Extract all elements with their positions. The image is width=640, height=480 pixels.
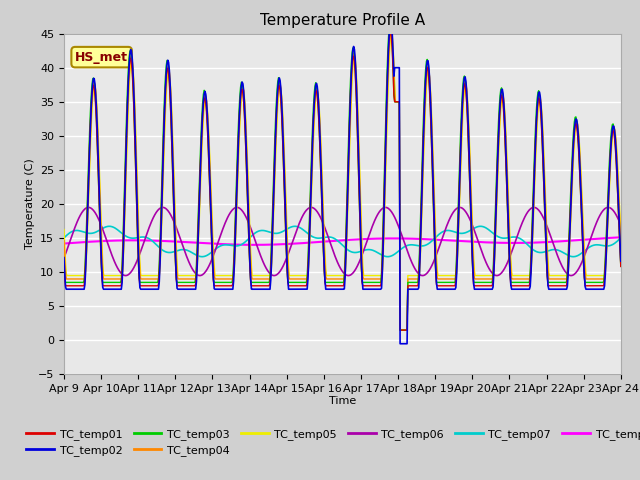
X-axis label: Time: Time — [329, 396, 356, 406]
Title: Temperature Profile A: Temperature Profile A — [260, 13, 425, 28]
Legend: TC_temp01, TC_temp02, TC_temp03, TC_temp04, TC_temp05, TC_temp06, TC_temp07, TC_: TC_temp01, TC_temp02, TC_temp03, TC_temp… — [22, 424, 640, 460]
Text: HS_met: HS_met — [75, 51, 128, 64]
Y-axis label: Temperature (C): Temperature (C) — [25, 158, 35, 250]
